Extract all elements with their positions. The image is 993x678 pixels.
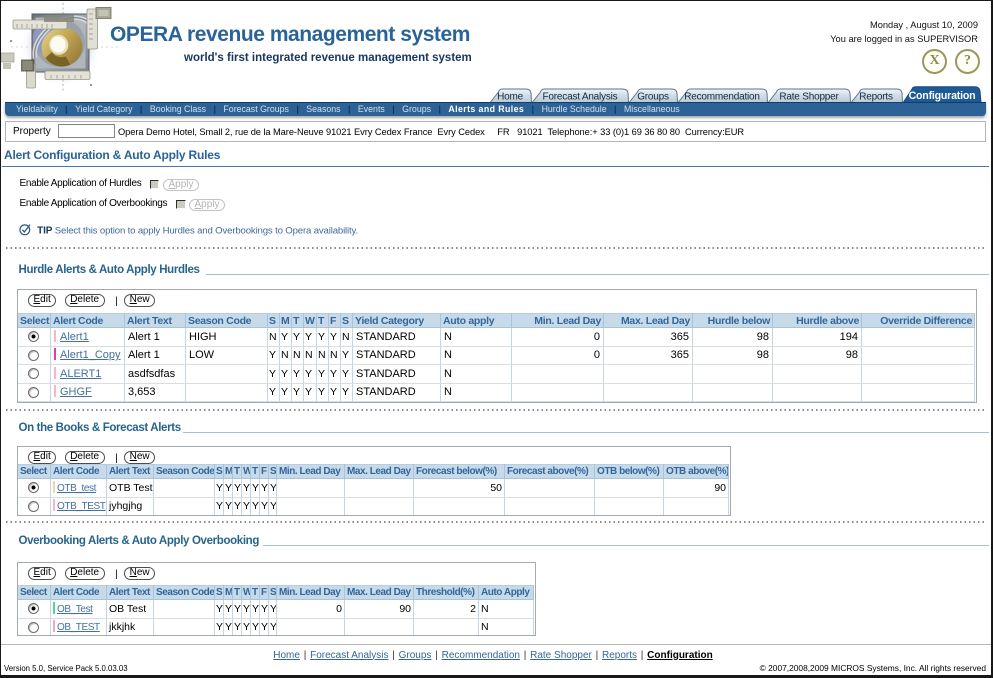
svg-text:Forecast Analysis: Forecast Analysis [543,92,618,103]
svg-text:Reports: Reports [859,92,893,103]
svg-text:Recommendation: Recommendation [684,92,760,103]
svg-text:Configuration: Configuration [909,90,976,102]
svg-text:Groups: Groups [637,92,669,103]
svg-text:Rate Shopper: Rate Shopper [779,92,839,103]
svg-text:Home: Home [497,92,524,103]
